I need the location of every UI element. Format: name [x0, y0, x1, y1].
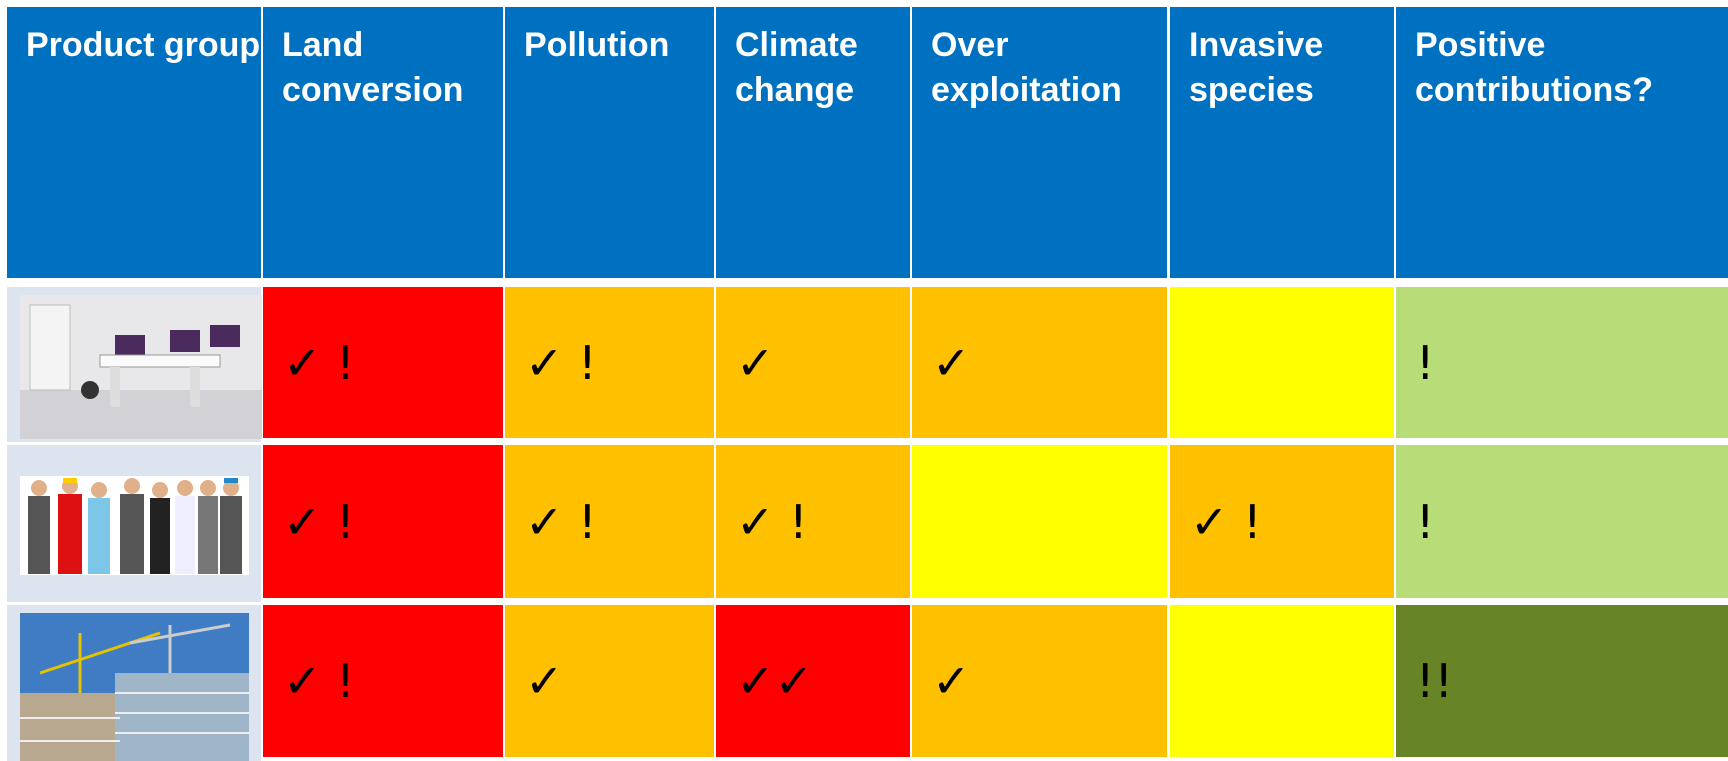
- impact-cell: ✓ !: [263, 445, 503, 598]
- impact-cell: ✓: [716, 287, 910, 438]
- column-header: Invasive species: [1170, 7, 1394, 278]
- impact-cell: !!: [1396, 605, 1728, 757]
- impact-cell: ✓ !: [263, 605, 503, 757]
- impact-cell: ✓ !: [505, 445, 714, 598]
- impact-cell: ✓ !: [263, 287, 503, 438]
- impact-cell: ✓: [912, 287, 1167, 438]
- column-header: Positive contributions?: [1396, 7, 1728, 278]
- column-header: Pollution: [505, 7, 714, 278]
- impact-cell: ✓: [912, 605, 1167, 757]
- column-header: Product group: [7, 7, 261, 278]
- impact-cell: [1170, 287, 1394, 438]
- impact-cell: ✓ !: [716, 445, 910, 598]
- construction-photo: [20, 613, 249, 761]
- row-image-cell: [7, 605, 261, 761]
- impact-cell: ✓ !: [1170, 445, 1394, 598]
- impact-cell: [1170, 605, 1394, 757]
- impact-cell: !: [1396, 287, 1728, 438]
- office-photo: [20, 295, 262, 439]
- row-image-cell: [7, 287, 262, 442]
- column-header: Over exploitation: [912, 7, 1167, 278]
- impact-cell: ✓ !: [505, 287, 714, 438]
- column-header: Land conversion: [263, 7, 503, 278]
- impact-cell: [912, 445, 1167, 598]
- impact-cell: !: [1396, 445, 1728, 598]
- impact-cell: ✓✓: [716, 605, 910, 757]
- row-image-cell: [7, 445, 261, 602]
- column-header: Climate change: [716, 7, 910, 278]
- workers-photo: [20, 476, 249, 575]
- impact-cell: ✓: [505, 605, 714, 757]
